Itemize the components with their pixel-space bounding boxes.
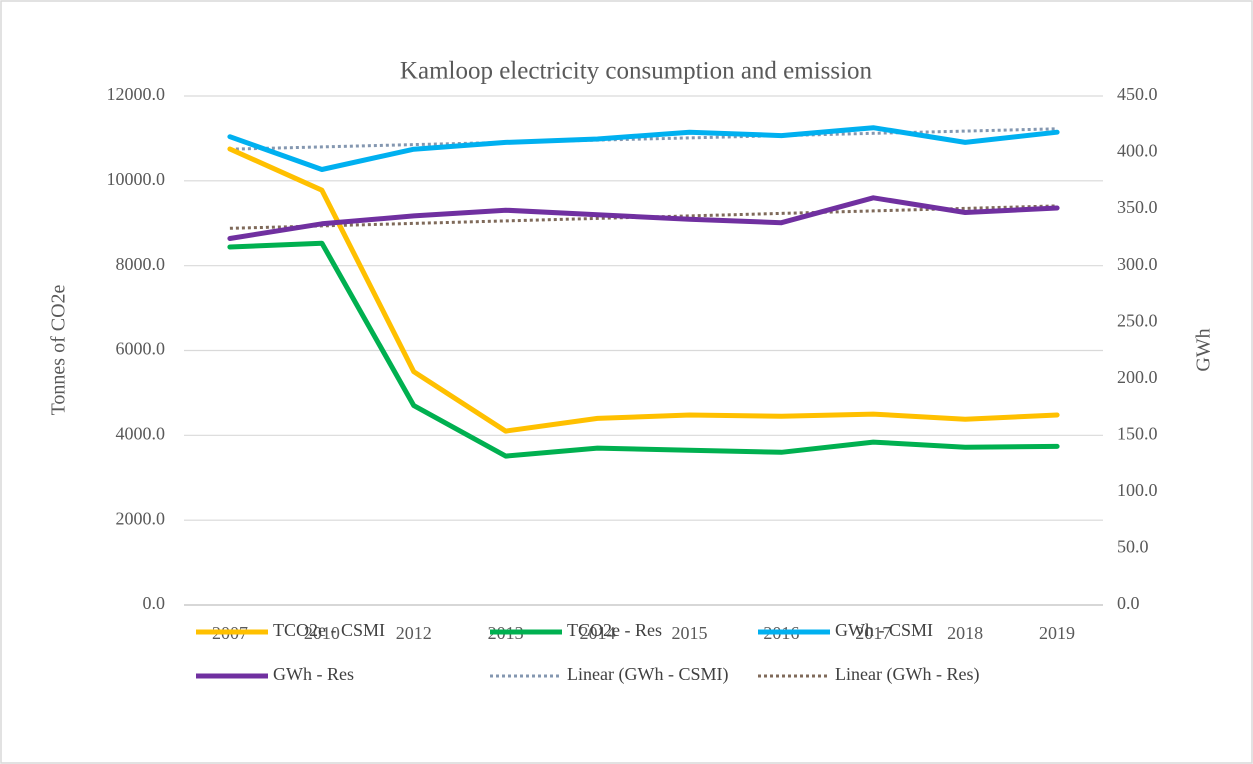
legend-text: Linear (GWh - Res)	[835, 664, 979, 685]
chart-title: Kamloop electricity consumption and emis…	[400, 58, 873, 85]
x-tick-label: 2012	[396, 623, 432, 643]
y2-tick-label: 50.0	[1117, 537, 1149, 557]
x-tick-label: 2014	[580, 623, 616, 643]
y2-tick-label: 250.0	[1117, 310, 1158, 330]
y-tick-label: 10000.0	[107, 169, 166, 189]
legend-text: TCO2e - Res	[567, 620, 662, 640]
series-line	[227, 125, 1060, 172]
legend-text: GWh - CSMI	[835, 620, 933, 640]
y-tick-label: 0.0	[143, 593, 166, 613]
legend-text: GWh - Res	[273, 664, 354, 684]
x-tick-label: 2017	[855, 623, 891, 643]
y2-tick-label: 100.0	[1117, 480, 1158, 500]
series-line	[227, 195, 1060, 241]
x-tick-label: 2015	[671, 623, 707, 643]
legend-text: TCO2e - CSMI	[273, 620, 385, 640]
y-tick-label: 12000.0	[107, 84, 166, 104]
y2-tick-label: 350.0	[1117, 197, 1158, 217]
y2-tick-label: 300.0	[1117, 254, 1158, 274]
x-tick-label: 2010	[304, 623, 340, 643]
y-tick-label: 2000.0	[116, 508, 166, 528]
y2-axis-title: GWh	[1193, 328, 1215, 371]
y2-tick-label: 0.0	[1117, 593, 1140, 613]
y2-tick-label: 200.0	[1117, 367, 1158, 387]
y2-tick-label: 150.0	[1117, 423, 1158, 443]
y-tick-label: 8000.0	[116, 254, 166, 274]
series-line	[227, 240, 1060, 459]
y-tick-label: 6000.0	[116, 339, 166, 359]
series-line	[227, 146, 1060, 434]
y2-tick-label: 400.0	[1117, 141, 1158, 161]
x-tick-label: 2018	[947, 623, 983, 643]
y-tick-label: 4000.0	[116, 423, 166, 443]
y-axis-title: Tonnes of CO2e	[48, 284, 70, 415]
y2-tick-label: 450.0	[1117, 84, 1158, 104]
legend-text: Linear (GWh - CSMI)	[567, 664, 728, 685]
x-tick-label: 2019	[1039, 623, 1075, 643]
